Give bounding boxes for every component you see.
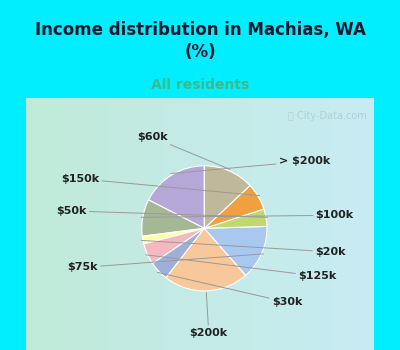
Text: Income distribution in Machias, WA
(%): Income distribution in Machias, WA (%) xyxy=(34,21,366,61)
Text: $60k: $60k xyxy=(137,132,230,169)
Wedge shape xyxy=(204,166,250,228)
Wedge shape xyxy=(204,226,267,275)
Wedge shape xyxy=(204,186,264,228)
Wedge shape xyxy=(142,228,204,244)
Text: $20k: $20k xyxy=(141,240,346,257)
Text: $200k: $200k xyxy=(190,293,228,338)
Text: $100k: $100k xyxy=(141,210,354,220)
Text: All residents: All residents xyxy=(151,78,249,92)
Wedge shape xyxy=(144,228,204,264)
Text: > $200k: > $200k xyxy=(171,156,330,174)
Wedge shape xyxy=(148,166,204,228)
Text: ⓘ City-Data.com: ⓘ City-Data.com xyxy=(288,111,367,121)
Wedge shape xyxy=(204,209,267,228)
Text: $75k: $75k xyxy=(68,254,263,272)
Text: $30k: $30k xyxy=(158,272,302,307)
Wedge shape xyxy=(142,200,204,236)
Wedge shape xyxy=(152,228,204,278)
Text: $150k: $150k xyxy=(61,174,260,196)
Text: $50k: $50k xyxy=(56,206,268,217)
Text: $125k: $125k xyxy=(146,255,336,281)
Wedge shape xyxy=(166,228,246,291)
